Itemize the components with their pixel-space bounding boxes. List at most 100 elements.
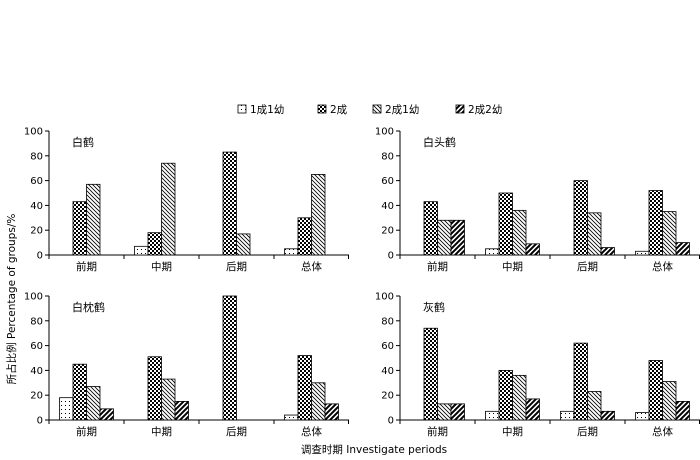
bar xyxy=(573,180,588,256)
chart-panel-4: 灰鹤 0 20 40 60 80 100 前期 中期 后期 总体 xyxy=(375,292,700,438)
legend-swatch-3 xyxy=(372,104,382,114)
legend-swatch-1 xyxy=(237,104,247,114)
x-tick-label: 总体 xyxy=(301,425,322,438)
chart-panel-2: 白头鹤 0 20 40 60 80 100 前期 中期 后期 总体 xyxy=(375,127,700,273)
y-axis-title: 所占比例 Percentage of groups/% xyxy=(5,214,18,385)
legend-label-3: 2成1幼 xyxy=(385,103,419,116)
y-tick-label: 100 xyxy=(24,127,43,138)
y-tick-label: 80 xyxy=(381,316,394,327)
legend-label-1: 1成1幼 xyxy=(250,103,284,116)
bar xyxy=(297,217,312,256)
bar xyxy=(99,408,114,421)
bar xyxy=(86,183,101,256)
bar xyxy=(600,410,615,421)
y-tick-label: 0 xyxy=(37,251,43,262)
x-tick-label: 中期 xyxy=(502,425,523,438)
x-axis-title: 调查时期 Investigate periods xyxy=(301,443,447,456)
x-tick-label: 总体 xyxy=(652,425,673,438)
y-tick-label: 0 xyxy=(37,416,43,427)
y-tick-label: 80 xyxy=(30,151,43,162)
legend-item-2: 2成 xyxy=(317,104,348,116)
bar xyxy=(311,173,326,256)
bar xyxy=(134,245,149,256)
bar xyxy=(485,410,500,421)
bar xyxy=(525,398,540,421)
x-tick-label: 前期 xyxy=(76,425,97,438)
bar xyxy=(648,190,663,256)
bar xyxy=(635,412,650,421)
x-tick-label: 中期 xyxy=(502,260,523,273)
y-tick-label: 60 xyxy=(30,176,43,187)
bar xyxy=(675,242,690,256)
x-tick-label: 中期 xyxy=(151,425,172,438)
bar xyxy=(512,374,527,421)
legend-item-3: 2成1幼 xyxy=(372,103,419,116)
x-tick-label: 前期 xyxy=(76,260,97,273)
x-tick-label: 后期 xyxy=(226,261,247,273)
bar xyxy=(437,403,452,421)
y-tick-label: 80 xyxy=(381,151,394,162)
bar xyxy=(236,233,251,256)
y-tick-label: 20 xyxy=(30,226,43,237)
bar xyxy=(72,363,87,421)
legend-label-4: 2成2幼 xyxy=(468,103,502,116)
bar xyxy=(600,247,615,256)
x-tick-label: 后期 xyxy=(226,426,247,438)
panel-title: 白鹤 xyxy=(72,135,94,149)
bar xyxy=(662,211,677,256)
bar xyxy=(174,400,189,421)
bar xyxy=(284,414,299,421)
y-tick-label: 0 xyxy=(388,416,394,427)
bar xyxy=(147,232,162,256)
legend-item-1: 1成1幼 xyxy=(237,103,284,116)
bar xyxy=(72,201,87,256)
y-tick-label: 40 xyxy=(381,366,394,377)
bar xyxy=(437,219,452,256)
y-tick-label: 100 xyxy=(24,292,43,303)
chart-panel-3: 白枕鹤 0 20 40 60 80 100 前期 中期 后期 总体 xyxy=(24,292,349,438)
y-tick-label: 100 xyxy=(375,127,394,138)
panel-title: 白枕鹤 xyxy=(72,300,105,314)
bar xyxy=(450,403,465,421)
x-tick-label: 总体 xyxy=(301,260,322,273)
bar xyxy=(512,209,527,256)
chart-panels: 白鹤020406080100前期 中期 后期 总体白头鹤020406080100前期中… xyxy=(24,127,700,438)
bar xyxy=(297,355,312,421)
bar xyxy=(161,378,176,421)
bar xyxy=(648,360,663,421)
legend-label-2: 2成 xyxy=(330,104,348,116)
x-tick-label: 中期 xyxy=(151,260,172,273)
bar xyxy=(498,192,513,256)
y-tick-label: 40 xyxy=(381,201,394,212)
bar xyxy=(587,391,602,421)
y-tick-label: 20 xyxy=(30,391,43,402)
legend-swatch-4 xyxy=(455,104,465,114)
y-tick-label: 20 xyxy=(381,226,394,237)
y-tick-label: 60 xyxy=(381,176,394,187)
bar xyxy=(161,162,176,256)
y-tick-label: 80 xyxy=(30,316,43,327)
chart-panel-1: 白鹤 0 20 40 60 80 100 前期 中期 后期 总体 xyxy=(24,127,349,273)
bar xyxy=(423,201,438,256)
bar xyxy=(86,386,101,421)
x-tick-label: 前期 xyxy=(427,425,448,438)
bar xyxy=(147,356,162,421)
bar xyxy=(560,410,575,421)
y-tick-label: 100 xyxy=(375,292,394,303)
y-tick-label: 40 xyxy=(30,201,43,212)
panel-title: 白头鹤 xyxy=(423,135,456,149)
panel-title: 灰鹤 xyxy=(423,300,445,314)
bar xyxy=(485,248,500,256)
bar xyxy=(423,327,438,421)
bar xyxy=(587,212,602,256)
legend: 1成1幼 2成 2成1幼 2成2幼 xyxy=(237,103,502,116)
bar xyxy=(59,397,74,421)
bar xyxy=(311,382,326,421)
y-tick-label: 60 xyxy=(30,341,43,352)
y-tick-label: 40 xyxy=(30,366,43,377)
bar xyxy=(284,248,299,256)
bar xyxy=(662,381,677,421)
bar xyxy=(573,342,588,421)
x-tick-label: 后期 xyxy=(577,261,598,273)
